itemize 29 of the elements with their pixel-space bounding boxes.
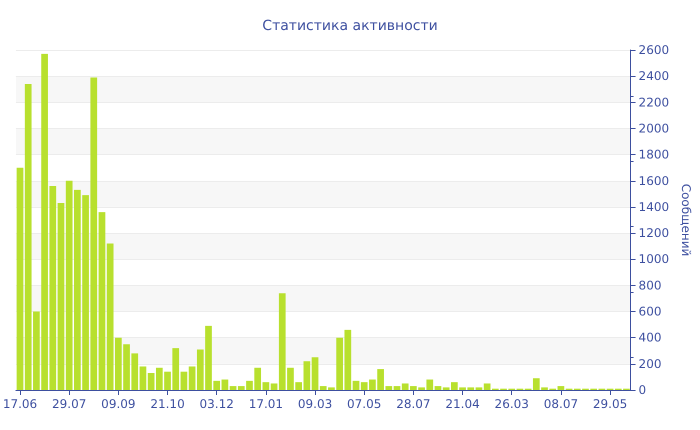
x-tick-label: 08.07 — [544, 397, 578, 411]
y-tick-label: 200 — [638, 356, 662, 371]
x-tick-label: 09.03 — [298, 397, 332, 411]
y-axis-title: Сообщений — [679, 184, 693, 256]
x-tick-label: 21.04 — [445, 397, 480, 411]
y-tick-label: 2200 — [638, 95, 670, 110]
x-tick-label: 07.05 — [347, 397, 382, 411]
y-tick-label: 2600 — [638, 43, 670, 57]
y-tick-label: 2000 — [638, 121, 670, 136]
chart-title: Статистика активности — [262, 18, 438, 34]
x-tick-label: 26.03 — [494, 397, 529, 411]
x-tick-label: 28.07 — [396, 397, 431, 411]
y-tick-label: 600 — [638, 304, 662, 319]
y-tick-label: 400 — [638, 330, 662, 345]
x-tick-label: 29.07 — [52, 397, 86, 411]
x-tick-label: 17.01 — [248, 397, 284, 411]
x-tick-label: 09.09 — [101, 397, 136, 411]
x-tick-label: 17.06 — [2, 397, 38, 411]
y-tick-label: 1800 — [638, 148, 670, 162]
x-tick-label: 29.05 — [592, 397, 628, 411]
y-tick-label: 2400 — [638, 69, 670, 84]
y-tick-label: 1000 — [638, 252, 670, 266]
y-tick-label: 0 — [638, 383, 646, 397]
y-tick-label: 1600 — [638, 174, 670, 188]
y-tick-label: 1200 — [638, 226, 670, 240]
y-tick-label: 1400 — [638, 200, 670, 214]
x-tick-label: 21.10 — [150, 397, 185, 411]
y-tick-label: 800 — [638, 278, 662, 292]
x-tick-label: 03.12 — [200, 397, 234, 411]
